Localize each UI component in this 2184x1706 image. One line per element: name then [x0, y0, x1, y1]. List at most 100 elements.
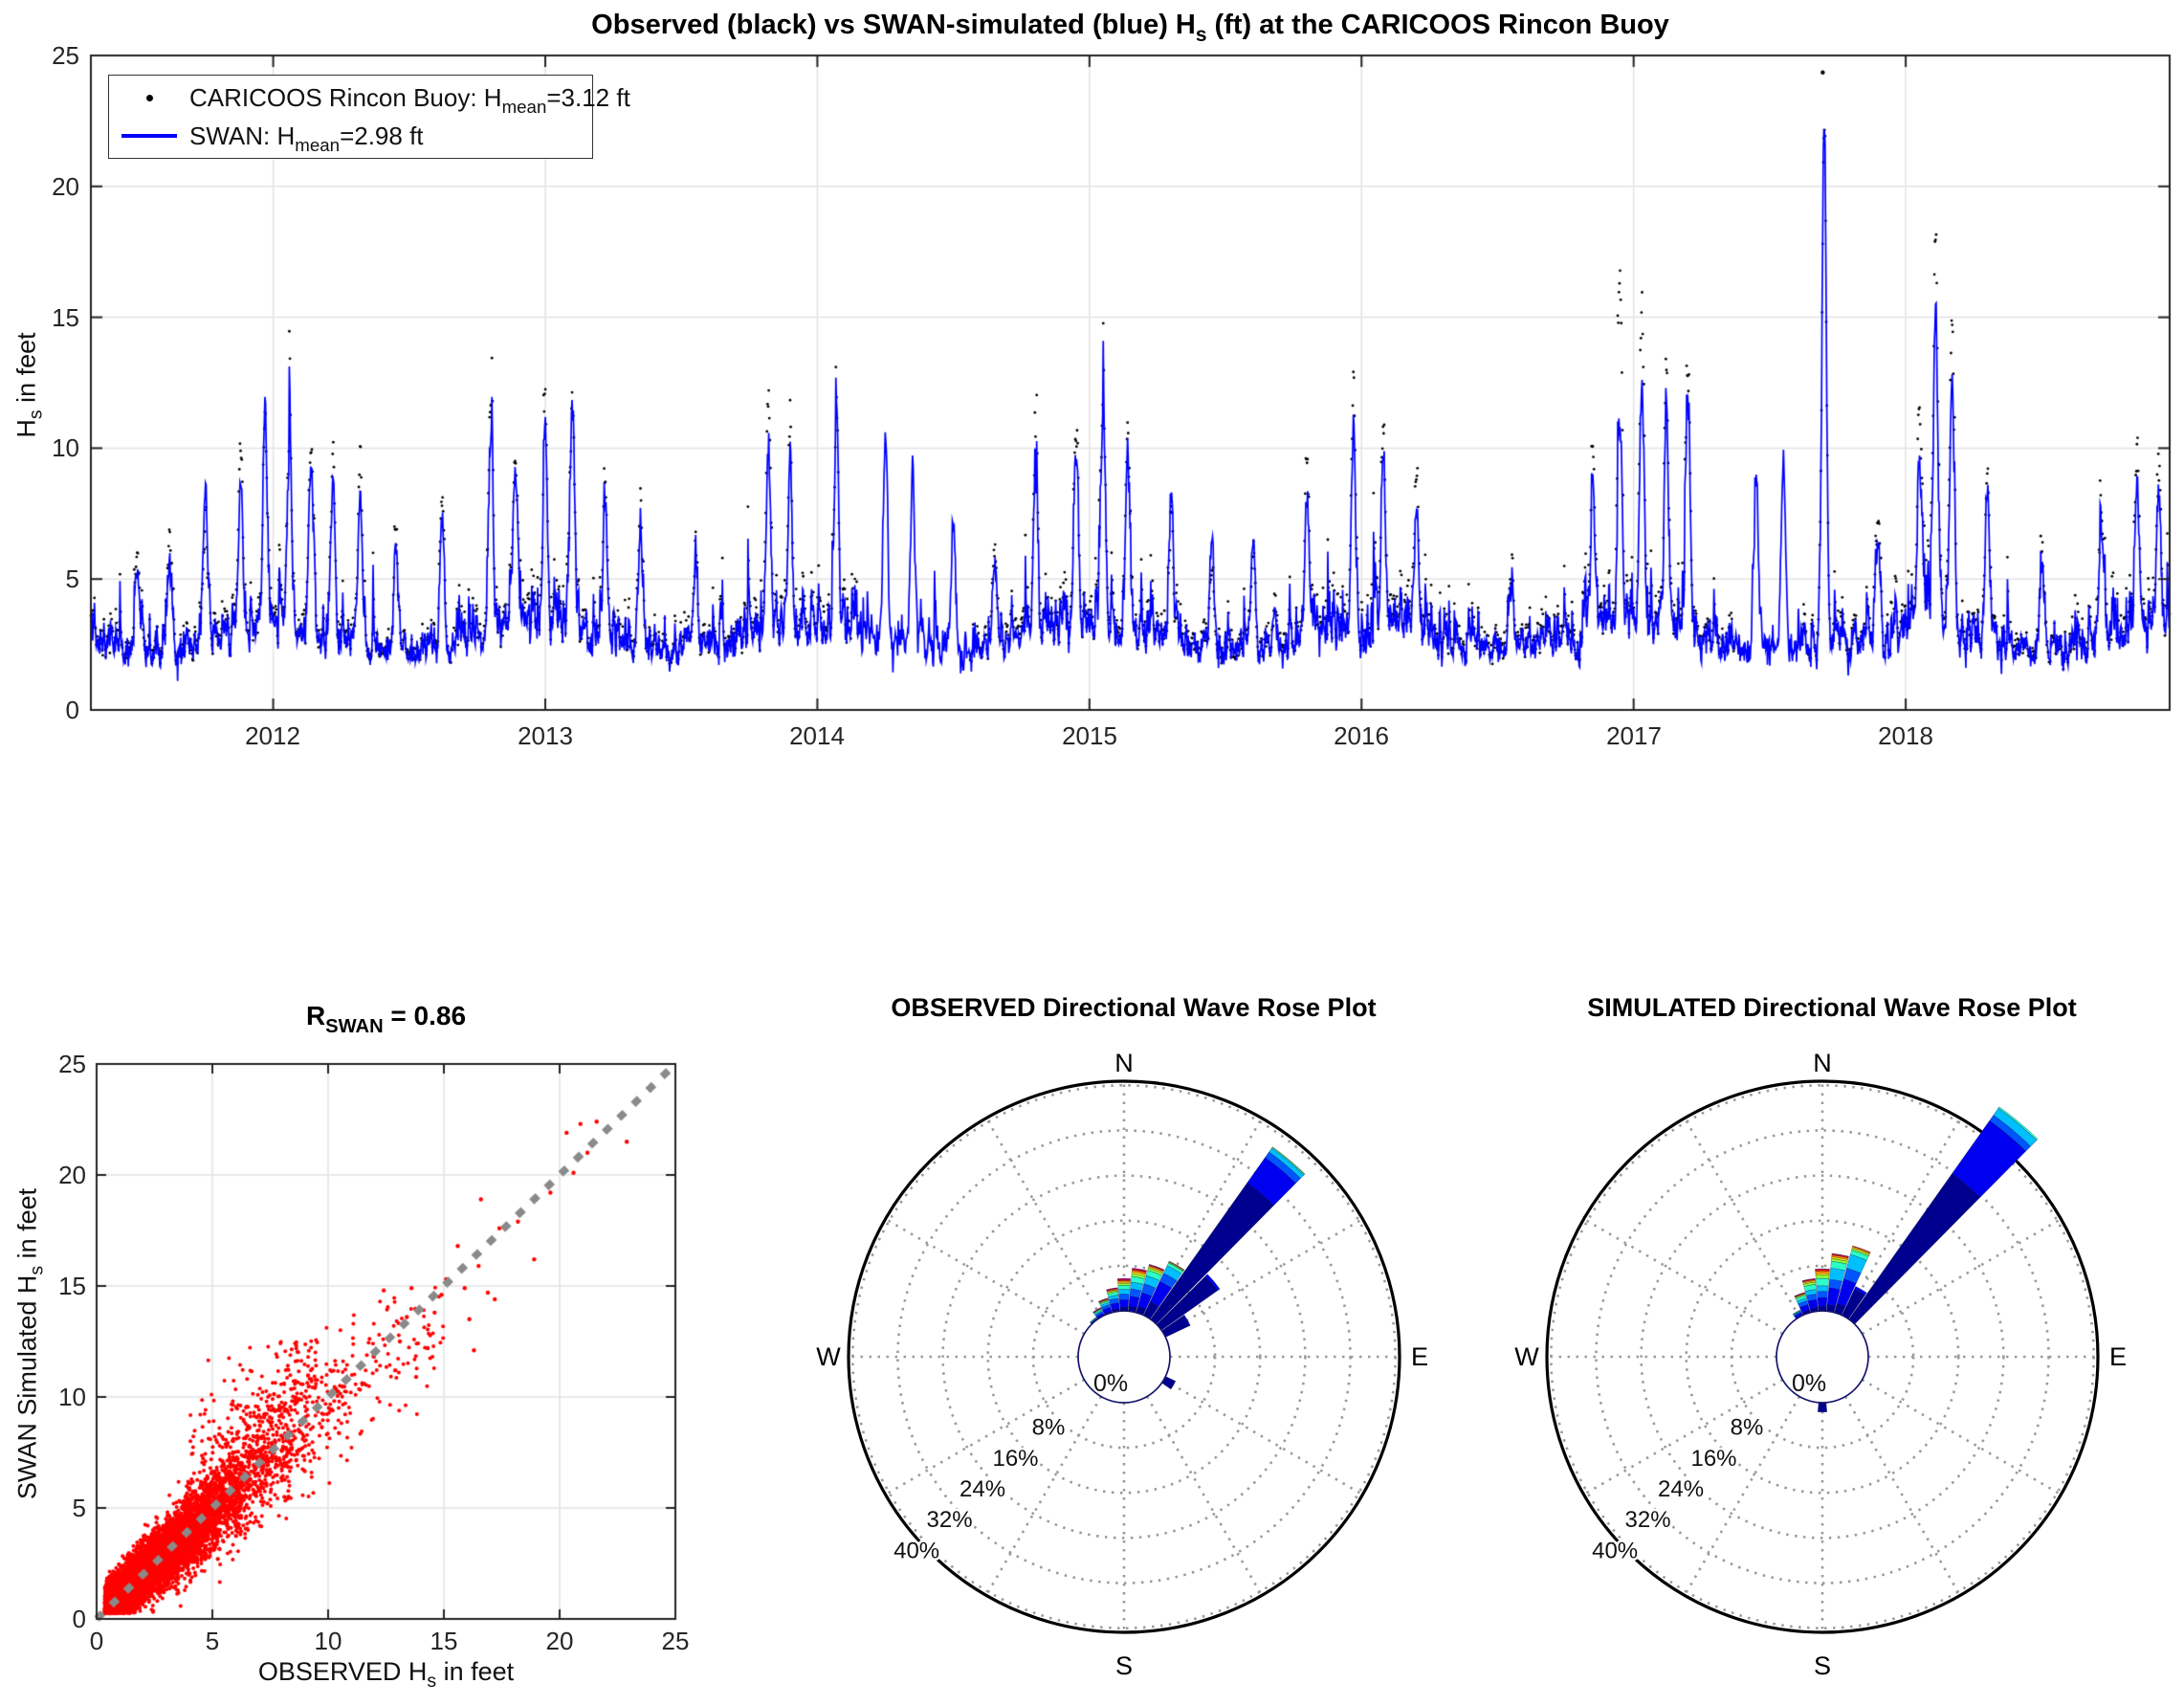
timeseries-xtick: 2015: [1062, 721, 1117, 750]
rose-petal-segment: [1106, 1288, 1118, 1292]
rose-ring-label: 40%: [1592, 1538, 1638, 1563]
rose-petal-segment: [1851, 1247, 1870, 1255]
rose-petal-segment: [1802, 1280, 1817, 1285]
timeseries-ytick: 5: [65, 565, 79, 593]
rose-petal-segment: [1090, 1317, 1097, 1324]
rose-petal-segment: [1168, 1260, 1185, 1271]
rose-spoke: [1582, 1378, 1784, 1496]
compass-south-label: S: [1814, 1651, 1831, 1680]
rose-petal-segment: [1131, 1270, 1147, 1275]
rose-petal-segment: [1836, 1278, 1857, 1307]
rose-petal-segment: [1094, 1311, 1104, 1318]
rose-petal-segment: [1815, 1271, 1830, 1274]
simulated-rose-plot: 0% 8% 16% 24% 32% 40% N E S W: [1514, 1049, 2127, 1680]
rose-outer-circle: [1545, 1079, 2100, 1634]
observed-dot-marker-icon: [109, 94, 189, 101]
scatter-xtick: 10: [314, 1627, 342, 1655]
scatter-ylabel-pre: SWAN Simulated H: [12, 1274, 42, 1500]
rose-petal-segment: [1793, 1310, 1801, 1317]
scatter-ytick: 0: [72, 1605, 86, 1633]
ylabel-sub: s: [25, 410, 47, 420]
scatter-title-post: = 0.86: [383, 1001, 467, 1030]
scatter-title-sub: SWAN: [325, 1015, 384, 1037]
legend-row-observed: CARICOOS Rincon Buoy: Hmean=3.12 ft: [109, 78, 630, 117]
rose-ring-label: 8%: [1032, 1415, 1066, 1441]
timeseries-ytick: 25: [52, 41, 79, 70]
rose-petal-segment: [1845, 1253, 1867, 1274]
rose-petal-segment: [1107, 1290, 1119, 1295]
rose-petal-segment: [1815, 1273, 1830, 1276]
rose-petal-segment: [1204, 1274, 1221, 1292]
timeseries-xtick: 2016: [1334, 721, 1389, 750]
compass-east-label: E: [1411, 1342, 1428, 1371]
legend-observed-post: =3.12 ft: [546, 82, 630, 112]
timeseries-ytick: 20: [52, 172, 79, 201]
scatter-xtick: 5: [205, 1627, 220, 1655]
rose-spoke: [984, 1117, 1103, 1318]
rose-petal-segment: [1093, 1308, 1103, 1316]
legend-swan-post: =2.98 ft: [340, 121, 424, 150]
legend-swan-label: SWAN: Hmean=2.98 ft: [189, 121, 424, 155]
rose-petal-segment: [1132, 1268, 1147, 1274]
rose-petal-segment: [1098, 1298, 1110, 1304]
rose-petal-segment: [1816, 1285, 1829, 1293]
rose-petal-segment: [1805, 1293, 1818, 1302]
legend-observed-pre: CARICOOS Rincon Buoy: H: [189, 82, 502, 112]
rose-petal-segment: [1997, 1106, 2039, 1141]
rose-petal-segment: [1829, 1267, 1846, 1282]
rose-petal-segment: [1167, 1261, 1184, 1273]
timeseries-xtick: 2012: [245, 721, 300, 750]
rose-petal-segment: [1089, 1317, 1097, 1323]
scatter-xtick: 25: [661, 1627, 690, 1655]
rose-petal-segment: [1795, 1293, 1806, 1298]
scatter-ytick: 5: [72, 1494, 86, 1522]
rose-spoke: [1843, 1395, 1962, 1597]
timeseries-xtick: 2013: [518, 721, 573, 750]
swan-line-marker-icon: [109, 134, 189, 138]
simulated-rose-title: SIMULATED Directional Wave Rose Plot: [1587, 993, 2077, 1022]
scatter-ytick: 25: [58, 1050, 86, 1078]
rose-petal-segment: [1802, 1281, 1817, 1287]
rose-ring-label: 16%: [1690, 1446, 1736, 1472]
timeseries-xtick: 2018: [1878, 721, 1933, 750]
timeseries-title-sub: s: [1195, 23, 1207, 46]
legend-observed-sub: mean: [501, 96, 547, 117]
rose-center-label: 0%: [1093, 1370, 1128, 1397]
scatter-xlabel-pre: OBSERVED H: [257, 1657, 428, 1686]
rose-percent-ring: [851, 1084, 1397, 1629]
rose-petal-segment: [1830, 1260, 1847, 1272]
rose-center-hole: [1776, 1310, 1869, 1404]
rose-center-hole: [1077, 1310, 1171, 1404]
rose-ring-label: 16%: [992, 1446, 1038, 1472]
rose-petal-segment: [1117, 1285, 1131, 1291]
rose-petal-segment: [1132, 1267, 1148, 1273]
rose-percent-ring: [941, 1174, 1307, 1540]
rose-petal-segment: [1131, 1273, 1146, 1279]
rose-spoke: [1162, 1378, 1364, 1496]
scatter-ylabel: SWAN Simulated Hs in feet: [12, 1177, 48, 1512]
rose-petal-segment: [1993, 1107, 2038, 1147]
rose-petal-segment: [1815, 1277, 1830, 1287]
rose-petal-segment: [1842, 1267, 1862, 1284]
rose-petal-segment: [1854, 1286, 1867, 1296]
compass-north-label: N: [1813, 1049, 1832, 1077]
rose-ring-label: 8%: [1731, 1415, 1764, 1441]
rose-petal-segment: [1149, 1280, 1173, 1308]
legend-observed-label: CARICOOS Rincon Buoy: Hmean=3.12 ft: [189, 82, 630, 117]
rose-petal-segment: [1108, 1295, 1119, 1301]
timeseries-title-pre: Observed (black) vs SWAN-simulated (blue…: [591, 10, 1196, 40]
rose-petal-segment: [1852, 1245, 1871, 1253]
compass-west-label: W: [816, 1342, 841, 1371]
rose-petal-segment: [1851, 1246, 1871, 1254]
rose-petal-segment: [1109, 1297, 1120, 1305]
rose-petal-segment: [1830, 1257, 1848, 1265]
rose-petal-segment: [1098, 1299, 1110, 1305]
scatter-canvas: [0, 976, 784, 1706]
rose-petal-segment: [1793, 1311, 1802, 1318]
rose-petal-segment: [1817, 1296, 1828, 1308]
rose-petal-segment: [1148, 1264, 1165, 1272]
rose-petal-segment: [1815, 1274, 1830, 1279]
rose-petal-segment: [1168, 1260, 1185, 1272]
rose-petal-segment: [1801, 1277, 1816, 1282]
